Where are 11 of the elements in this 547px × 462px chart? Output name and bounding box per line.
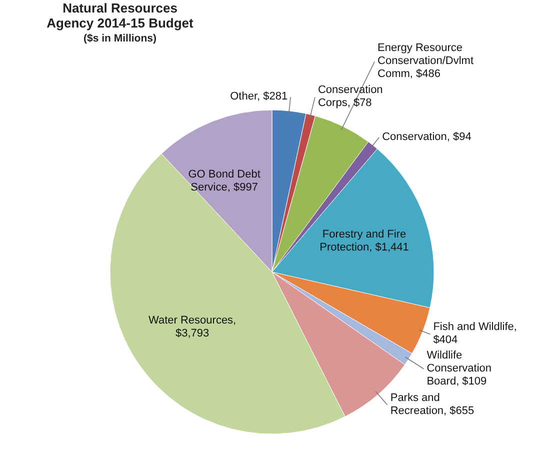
slice-label: Fish and Wildlife, $404	[433, 321, 517, 346]
chart-title: Natural Resources Agency 2014-15 Budget	[46, 0, 194, 30]
slice-label: GO Bond Debt Service, $997	[188, 168, 260, 194]
slice-label: Wildlife Conservation Board, $109	[426, 349, 492, 388]
slice-label: Conservation, $94	[382, 130, 472, 143]
slice-label: Forestry and Fire Protection, $1,441	[320, 228, 409, 254]
slice-label: Energy Resource Conservation/Dvlmt Comm, $486	[378, 42, 474, 80]
slice-label: Parks and Recreation, $655	[390, 392, 474, 417]
slice-label: Other, $281	[230, 90, 288, 102]
slice-label: Water Resources, $3,793	[148, 314, 236, 340]
chart-subtitle: ($s in Millions)	[84, 32, 156, 44]
